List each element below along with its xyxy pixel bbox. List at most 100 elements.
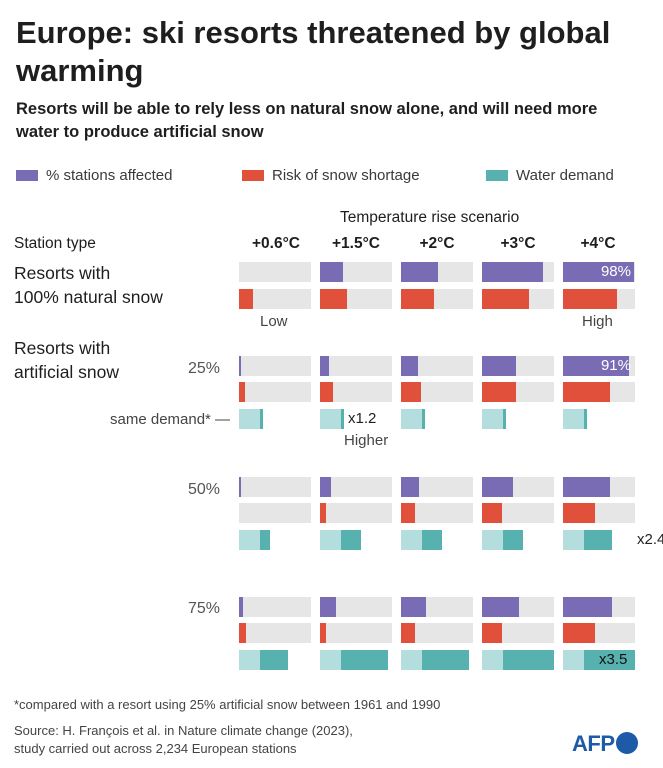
snow-shortage-bar xyxy=(401,382,422,402)
snow-shortage-bar xyxy=(563,623,596,643)
water-baseline-bar xyxy=(482,409,503,429)
water-bar-track xyxy=(482,650,554,670)
higher-annotation: Higher xyxy=(344,432,389,449)
water-bar-track xyxy=(320,409,392,429)
stations-bar-track xyxy=(239,262,311,282)
stations-value-label: 91% xyxy=(600,357,631,374)
afp-logo: AFP xyxy=(572,731,638,757)
stations-bar-track xyxy=(320,356,392,376)
stations-bar-track xyxy=(320,597,392,617)
snow-shortage-bar xyxy=(401,503,416,523)
scenario-label: +2°C xyxy=(419,235,455,252)
stations-affected-bar xyxy=(482,597,520,617)
stations-bar-track xyxy=(401,262,473,282)
water-bar-track xyxy=(239,650,311,670)
stations-bar-track xyxy=(401,356,473,376)
legend-label-water-demand: Water demand xyxy=(516,166,614,184)
stations-bar-track xyxy=(401,477,473,497)
stations-affected-bar xyxy=(401,597,427,617)
snow-shortage-bar xyxy=(239,382,245,402)
natural-snow-label-line1: Resorts with xyxy=(14,263,111,283)
water-demand-bar xyxy=(340,409,344,429)
risk-bar-track xyxy=(563,289,635,309)
snow-shortage-bar xyxy=(401,623,416,643)
risk-bar-track xyxy=(563,382,635,402)
water-baseline-bar xyxy=(320,409,341,429)
risk-bar-track xyxy=(320,382,392,402)
water-baseline-bar xyxy=(239,530,260,550)
water-baseline-bar xyxy=(482,650,503,670)
artificial-snow-label-line2: artificial snow xyxy=(14,362,120,382)
stations-bar-track xyxy=(563,477,635,497)
stations-bar-track: 98% xyxy=(563,262,635,282)
stations-bar-track xyxy=(482,477,554,497)
legend-item-snow-shortage: Risk of snow shortage xyxy=(242,164,420,186)
stations-affected-bar xyxy=(320,477,331,497)
water-demand-bar xyxy=(340,650,388,670)
stations-affected-bar xyxy=(401,356,418,376)
risk-bar-track xyxy=(239,289,311,309)
risk-bar-track xyxy=(482,382,554,402)
stations-affected-bar xyxy=(563,597,612,617)
same-demand-annotation: same demand* — xyxy=(110,411,231,428)
water-demand-bar xyxy=(421,530,443,550)
stations-affected-bar xyxy=(239,356,242,376)
stations-bar-track xyxy=(482,356,554,376)
water-demand-bar xyxy=(502,409,506,429)
risk-bar-track xyxy=(401,289,473,309)
risk-bar-track xyxy=(482,289,554,309)
water-demand-bar xyxy=(259,650,289,670)
station-type-header: Station type xyxy=(14,235,96,252)
scenario-label: +1.5°C xyxy=(332,235,380,252)
risk-bar-track xyxy=(401,503,473,523)
snow-shortage-bar xyxy=(320,382,333,402)
legend-swatch-water-demand xyxy=(486,169,508,181)
water-baseline-bar xyxy=(401,650,422,670)
risk-bar-track xyxy=(401,623,473,643)
water-baseline-bar xyxy=(563,530,584,550)
water-demand-bar xyxy=(340,530,362,550)
water-baseline-bar xyxy=(320,650,341,670)
stations-bar-track xyxy=(320,477,392,497)
source-note: Source: H. François et al. in Nature cli… xyxy=(14,722,464,758)
water-demand-bar xyxy=(502,530,524,550)
risk-bar-track xyxy=(482,623,554,643)
risk-bar-track xyxy=(563,623,635,643)
snow-shortage-bar xyxy=(239,623,247,643)
risk-bar-track xyxy=(239,623,311,643)
legend-swatch-stations xyxy=(16,169,38,181)
water-baseline-bar xyxy=(320,530,341,550)
stations-affected-bar xyxy=(239,477,242,497)
snow-shortage-bar xyxy=(320,503,326,523)
water-demand-bar xyxy=(583,530,613,550)
stations-affected-bar xyxy=(401,477,419,497)
risk-bar-track xyxy=(563,503,635,523)
risk-bar-track xyxy=(320,503,392,523)
water-bar-track xyxy=(401,530,473,550)
stations-affected-bar xyxy=(482,356,516,376)
risk-bar-track xyxy=(482,503,554,523)
risk-bar-track xyxy=(239,503,311,523)
water-bar-track xyxy=(320,530,392,550)
stations-bar-track xyxy=(482,597,554,617)
water-bar-track xyxy=(401,409,473,429)
stations-bar-track xyxy=(320,262,392,282)
source-line2: study carried out across 2,234 European … xyxy=(14,741,297,756)
water-baseline-bar xyxy=(239,650,260,670)
stations-affected-bar xyxy=(239,597,244,617)
water-demand-bar xyxy=(259,530,270,550)
stations-bar-track xyxy=(239,477,311,497)
stations-value-label: 98% xyxy=(600,263,631,280)
water-bar-track xyxy=(563,409,635,429)
water-multiplier-label: x3.5 xyxy=(599,651,628,668)
water-baseline-bar xyxy=(401,530,422,550)
legend-item-stations: % stations affected xyxy=(16,164,172,186)
stations-bar-track xyxy=(239,597,311,617)
stations-affected-bar xyxy=(320,262,344,282)
risk-bar-track xyxy=(320,623,392,643)
water-demand-bar xyxy=(583,409,587,429)
stations-affected-bar xyxy=(320,597,336,617)
water-baseline-bar xyxy=(482,530,503,550)
stations-bar-track xyxy=(563,597,635,617)
stations-bar-track xyxy=(401,597,473,617)
